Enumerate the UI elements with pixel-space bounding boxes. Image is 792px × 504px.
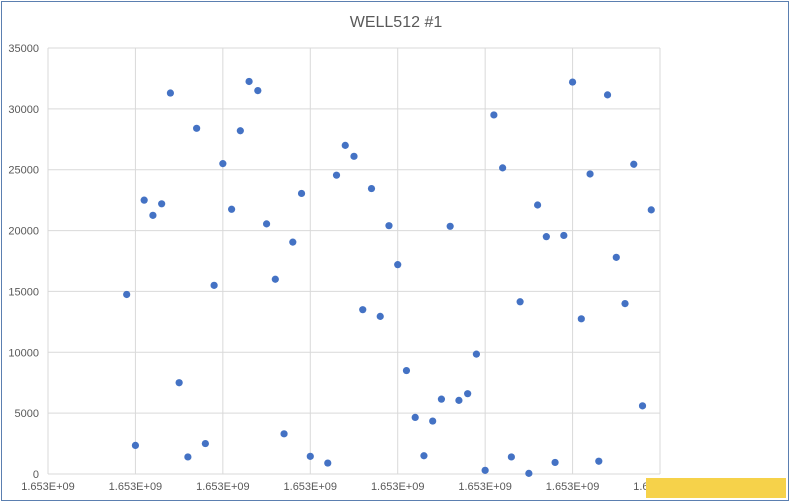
x-tick-label: 1.653E+09	[109, 481, 163, 493]
gridlines	[47, 47, 661, 475]
data-point	[455, 396, 463, 404]
data-point	[201, 439, 209, 448]
data-point	[411, 413, 419, 422]
data-point	[341, 141, 349, 149]
data-point	[621, 300, 629, 308]
data-point	[297, 189, 306, 198]
data-point	[595, 457, 603, 465]
watermark-logo	[646, 478, 786, 498]
data-point	[376, 312, 384, 320]
data-point	[507, 453, 515, 461]
x-tick-label: 1.653E+09	[21, 481, 75, 493]
data-point	[499, 164, 507, 172]
data-point	[280, 430, 288, 438]
x-axis-tick-labels: 1.653E+09 1.653E+09 1.653E+09 1.653E+09 1.65…	[21, 481, 687, 493]
data-point	[175, 379, 183, 387]
data-point	[385, 222, 393, 230]
data-point	[359, 306, 367, 314]
x-tick-label: 1.653E+09	[196, 481, 250, 493]
data-point	[647, 206, 655, 214]
x-tick-label: 1.653E+09	[284, 481, 338, 493]
data-point	[324, 459, 332, 467]
data-point	[236, 127, 244, 135]
data-point	[481, 466, 489, 474]
data-point	[245, 77, 253, 86]
data-point	[402, 366, 411, 375]
y-tick-label: 30000	[8, 104, 39, 116]
data-point	[262, 220, 271, 228]
data-point	[140, 196, 148, 204]
data-point	[603, 91, 612, 99]
data-point	[542, 233, 550, 241]
data-point	[490, 111, 498, 119]
data-point	[228, 205, 236, 213]
data-point	[367, 184, 376, 193]
y-tick-label: 25000	[8, 165, 39, 177]
x-tick-label: 1.653E+09	[371, 481, 425, 493]
data-point	[446, 222, 454, 230]
y-tick-label: 0	[33, 469, 39, 481]
data-point	[612, 253, 620, 261]
data-point	[254, 87, 262, 95]
y-tick-label: 15000	[8, 286, 39, 298]
chart-title: WELL512 #1	[350, 14, 443, 31]
y-tick-label: 10000	[8, 347, 39, 359]
y-tick-label: 5000	[15, 408, 39, 420]
data-point	[184, 453, 192, 461]
data-point	[210, 281, 218, 289]
data-point	[534, 201, 542, 209]
y-tick-label: 35000	[8, 43, 39, 55]
data-point	[123, 290, 131, 299]
data-point	[166, 89, 174, 97]
data-point	[429, 417, 437, 425]
data-point	[193, 124, 201, 132]
x-tick-label: 1.653E+09	[546, 481, 600, 493]
data-point	[577, 315, 585, 323]
data-point	[630, 160, 638, 168]
data-point	[306, 452, 314, 460]
data-point	[289, 238, 297, 246]
data-point	[464, 390, 472, 398]
data-point	[131, 441, 140, 449]
data-point	[560, 231, 568, 240]
data-point	[219, 160, 227, 168]
data-point	[568, 78, 577, 86]
data-point	[332, 171, 341, 179]
data-point	[394, 261, 402, 269]
x-tick-label: 1.653E+09	[458, 481, 512, 493]
data-point	[420, 452, 428, 460]
data-point	[638, 402, 647, 410]
data-point	[586, 170, 594, 178]
data-point	[437, 395, 446, 403]
data-point	[525, 469, 533, 477]
y-tick-label: 20000	[8, 226, 39, 238]
data-points	[123, 77, 655, 477]
y-axis-tick-labels: 0 5000 10000 15000 20000 25000 30000 35000	[8, 43, 39, 481]
data-point	[516, 298, 524, 306]
data-point	[158, 200, 166, 208]
data-point	[551, 458, 559, 467]
data-point	[350, 152, 358, 160]
data-point	[271, 275, 279, 283]
data-point	[472, 350, 480, 358]
data-point	[149, 211, 157, 219]
